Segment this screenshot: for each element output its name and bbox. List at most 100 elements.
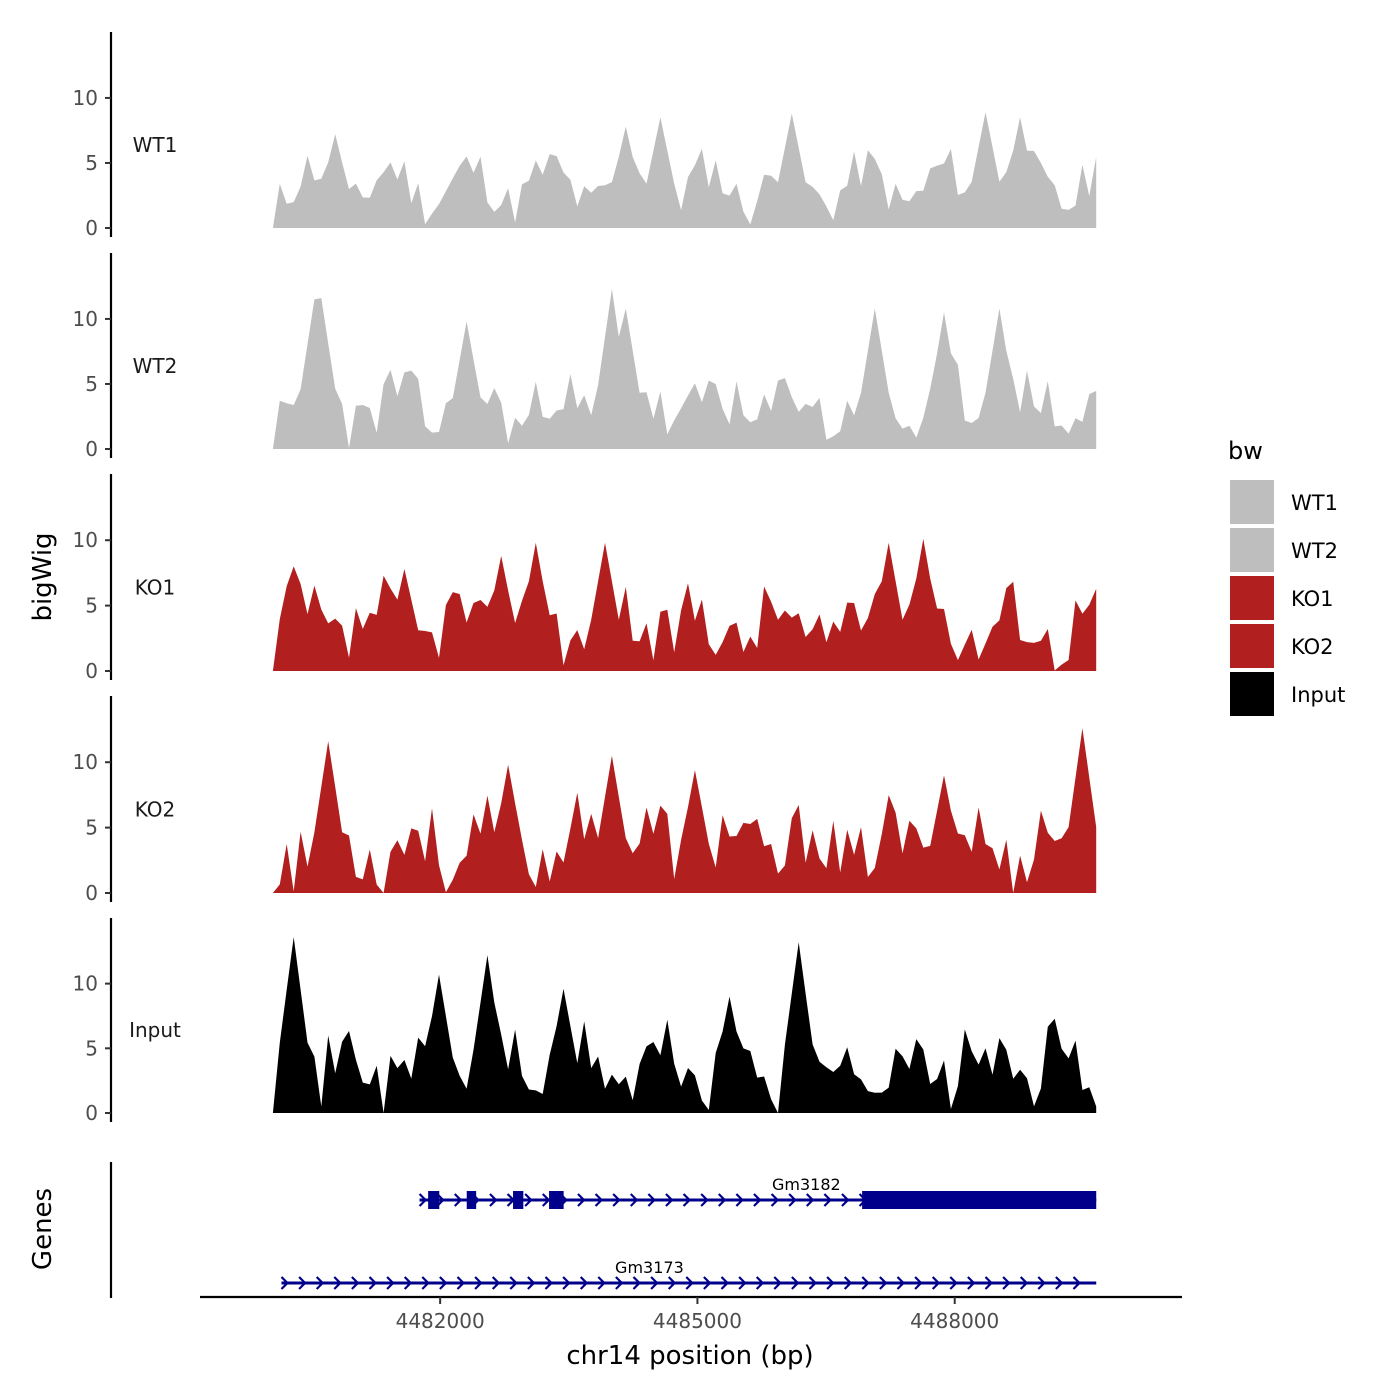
strand-arrow: [879, 1276, 888, 1290]
gene-gm3182: Gm3182: [418, 1175, 1097, 1209]
strand-arrow: [773, 1276, 782, 1290]
x-tick-label: 4488000: [910, 1309, 999, 1333]
y-tick-label: 5: [85, 151, 98, 175]
strand-arrow: [439, 1276, 448, 1290]
exon: [862, 1191, 1097, 1209]
track-label-input: Input: [129, 1018, 181, 1042]
strand-arrow: [351, 1276, 360, 1290]
strand-arrow: [896, 1276, 906, 1290]
strand-arrow: [682, 1193, 692, 1207]
y-tick-label: 10: [73, 528, 98, 552]
legend-label-wt2: WT2: [1291, 539, 1338, 563]
track-label-ko2: KO2: [135, 797, 176, 821]
legend-swatch-wt1: [1230, 480, 1274, 524]
strand-arrow: [665, 1193, 674, 1207]
strand-arrow: [949, 1276, 958, 1290]
exon: [549, 1191, 564, 1209]
strand-arrow: [650, 1276, 659, 1290]
strand-arrow: [489, 1193, 498, 1207]
strand-arrow: [544, 1276, 554, 1290]
strand-arrow: [418, 1193, 428, 1207]
legend-swatch-wt2: [1230, 528, 1274, 572]
strand-arrow: [914, 1276, 923, 1290]
strand-arrow: [700, 1193, 709, 1207]
legend: bw WT1 WT2 KO1 KO2 Input: [1228, 437, 1345, 716]
strand-arrow: [421, 1276, 430, 1290]
strand-arrow: [333, 1276, 342, 1290]
strand-arrow: [717, 1193, 727, 1207]
signal-area-ko1: [272, 538, 1097, 671]
strand-arrow: [791, 1276, 800, 1290]
strand-arrow: [632, 1276, 642, 1290]
y-tick-label: 5: [85, 1036, 98, 1060]
strand-arrow: [805, 1193, 815, 1207]
y-tick-label: 0: [85, 216, 98, 240]
strand-arrow: [931, 1276, 941, 1290]
strand-arrow: [386, 1276, 395, 1290]
strand-arrow: [524, 1193, 533, 1207]
strand-arrow: [594, 1193, 604, 1207]
signal-tracks: 0 5 10 WT1 0 5 10 WT2 0 5 10 KO1 0 5 10 KO2 0 5 10 Input: [73, 32, 1097, 1125]
legend-label-input: Input: [1291, 683, 1345, 707]
legend-label-ko1: KO1: [1291, 587, 1334, 611]
strand-arrow: [735, 1193, 744, 1207]
y-tick-label: 10: [73, 307, 98, 331]
strand-arrow: [368, 1276, 378, 1290]
track-wt1: 0 5 10 WT1: [73, 32, 1097, 240]
gene-track: Gm3182 Gm3173: [109, 1162, 1097, 1298]
x-tick-label: 4482000: [396, 1309, 485, 1333]
signal-area-wt2: [272, 289, 1097, 449]
gene-name-label: Gm3182: [772, 1175, 841, 1194]
strand-arrow: [298, 1276, 307, 1290]
exon: [513, 1191, 524, 1209]
legend-label-ko2: KO2: [1291, 635, 1334, 659]
y-tick-label: 0: [85, 659, 98, 683]
strand-arrow: [647, 1193, 656, 1207]
track-wt2: 0 5 10 WT2: [73, 253, 1097, 461]
strand-arrow: [685, 1276, 694, 1290]
y-tick-label: 0: [85, 1101, 98, 1125]
strand-arrow: [509, 1276, 518, 1290]
track-label-ko1: KO1: [135, 575, 176, 599]
strand-arrow: [315, 1276, 325, 1290]
genes-axis-title: Genes: [28, 1188, 58, 1270]
track-label-wt1: WT1: [133, 133, 178, 157]
strand-arrow: [808, 1276, 818, 1290]
strand-arrow: [1037, 1276, 1046, 1290]
x-tick-label: 4485000: [653, 1309, 742, 1333]
legend-swatch-ko1: [1230, 576, 1274, 620]
x-axis: 4482000 4485000 4488000: [200, 1295, 1182, 1333]
y-tick-label: 5: [85, 372, 98, 396]
y-axis-title: bigWig: [28, 532, 58, 621]
strand-arrow: [843, 1276, 853, 1290]
y-tick-label: 0: [85, 881, 98, 905]
strand-arrow: [456, 1276, 466, 1290]
strand-arrow: [280, 1276, 290, 1290]
strand-arrow: [597, 1276, 606, 1290]
strand-arrow: [474, 1276, 483, 1290]
strand-arrow: [770, 1193, 780, 1207]
strand-arrow: [577, 1193, 586, 1207]
strand-arrow: [788, 1193, 797, 1207]
track-ko2: 0 5 10 KO2: [73, 696, 1097, 905]
track-ko1: 0 5 10 KO1: [73, 474, 1097, 683]
strand-arrow: [562, 1276, 571, 1290]
strand-arrow: [1002, 1276, 1011, 1290]
strand-arrow: [527, 1276, 536, 1290]
legend-label-wt1: WT1: [1291, 491, 1338, 515]
track-input: 0 5 10 Input: [73, 918, 1097, 1125]
strand-arrow: [861, 1276, 870, 1290]
signal-area-ko2: [272, 728, 1097, 893]
strand-arrow: [841, 1193, 850, 1207]
gene-name-label: Gm3173: [615, 1258, 684, 1277]
exon: [466, 1191, 477, 1209]
signal-area-wt1: [272, 112, 1097, 228]
strand-arrow: [984, 1276, 994, 1290]
strand-arrow: [826, 1276, 835, 1290]
legend-swatch-ko2: [1230, 624, 1274, 668]
y-tick-label: 5: [85, 816, 98, 840]
strand-arrow: [1019, 1276, 1029, 1290]
strand-arrow: [755, 1276, 765, 1290]
strand-arrow: [823, 1193, 832, 1207]
strand-arrow: [579, 1276, 589, 1290]
